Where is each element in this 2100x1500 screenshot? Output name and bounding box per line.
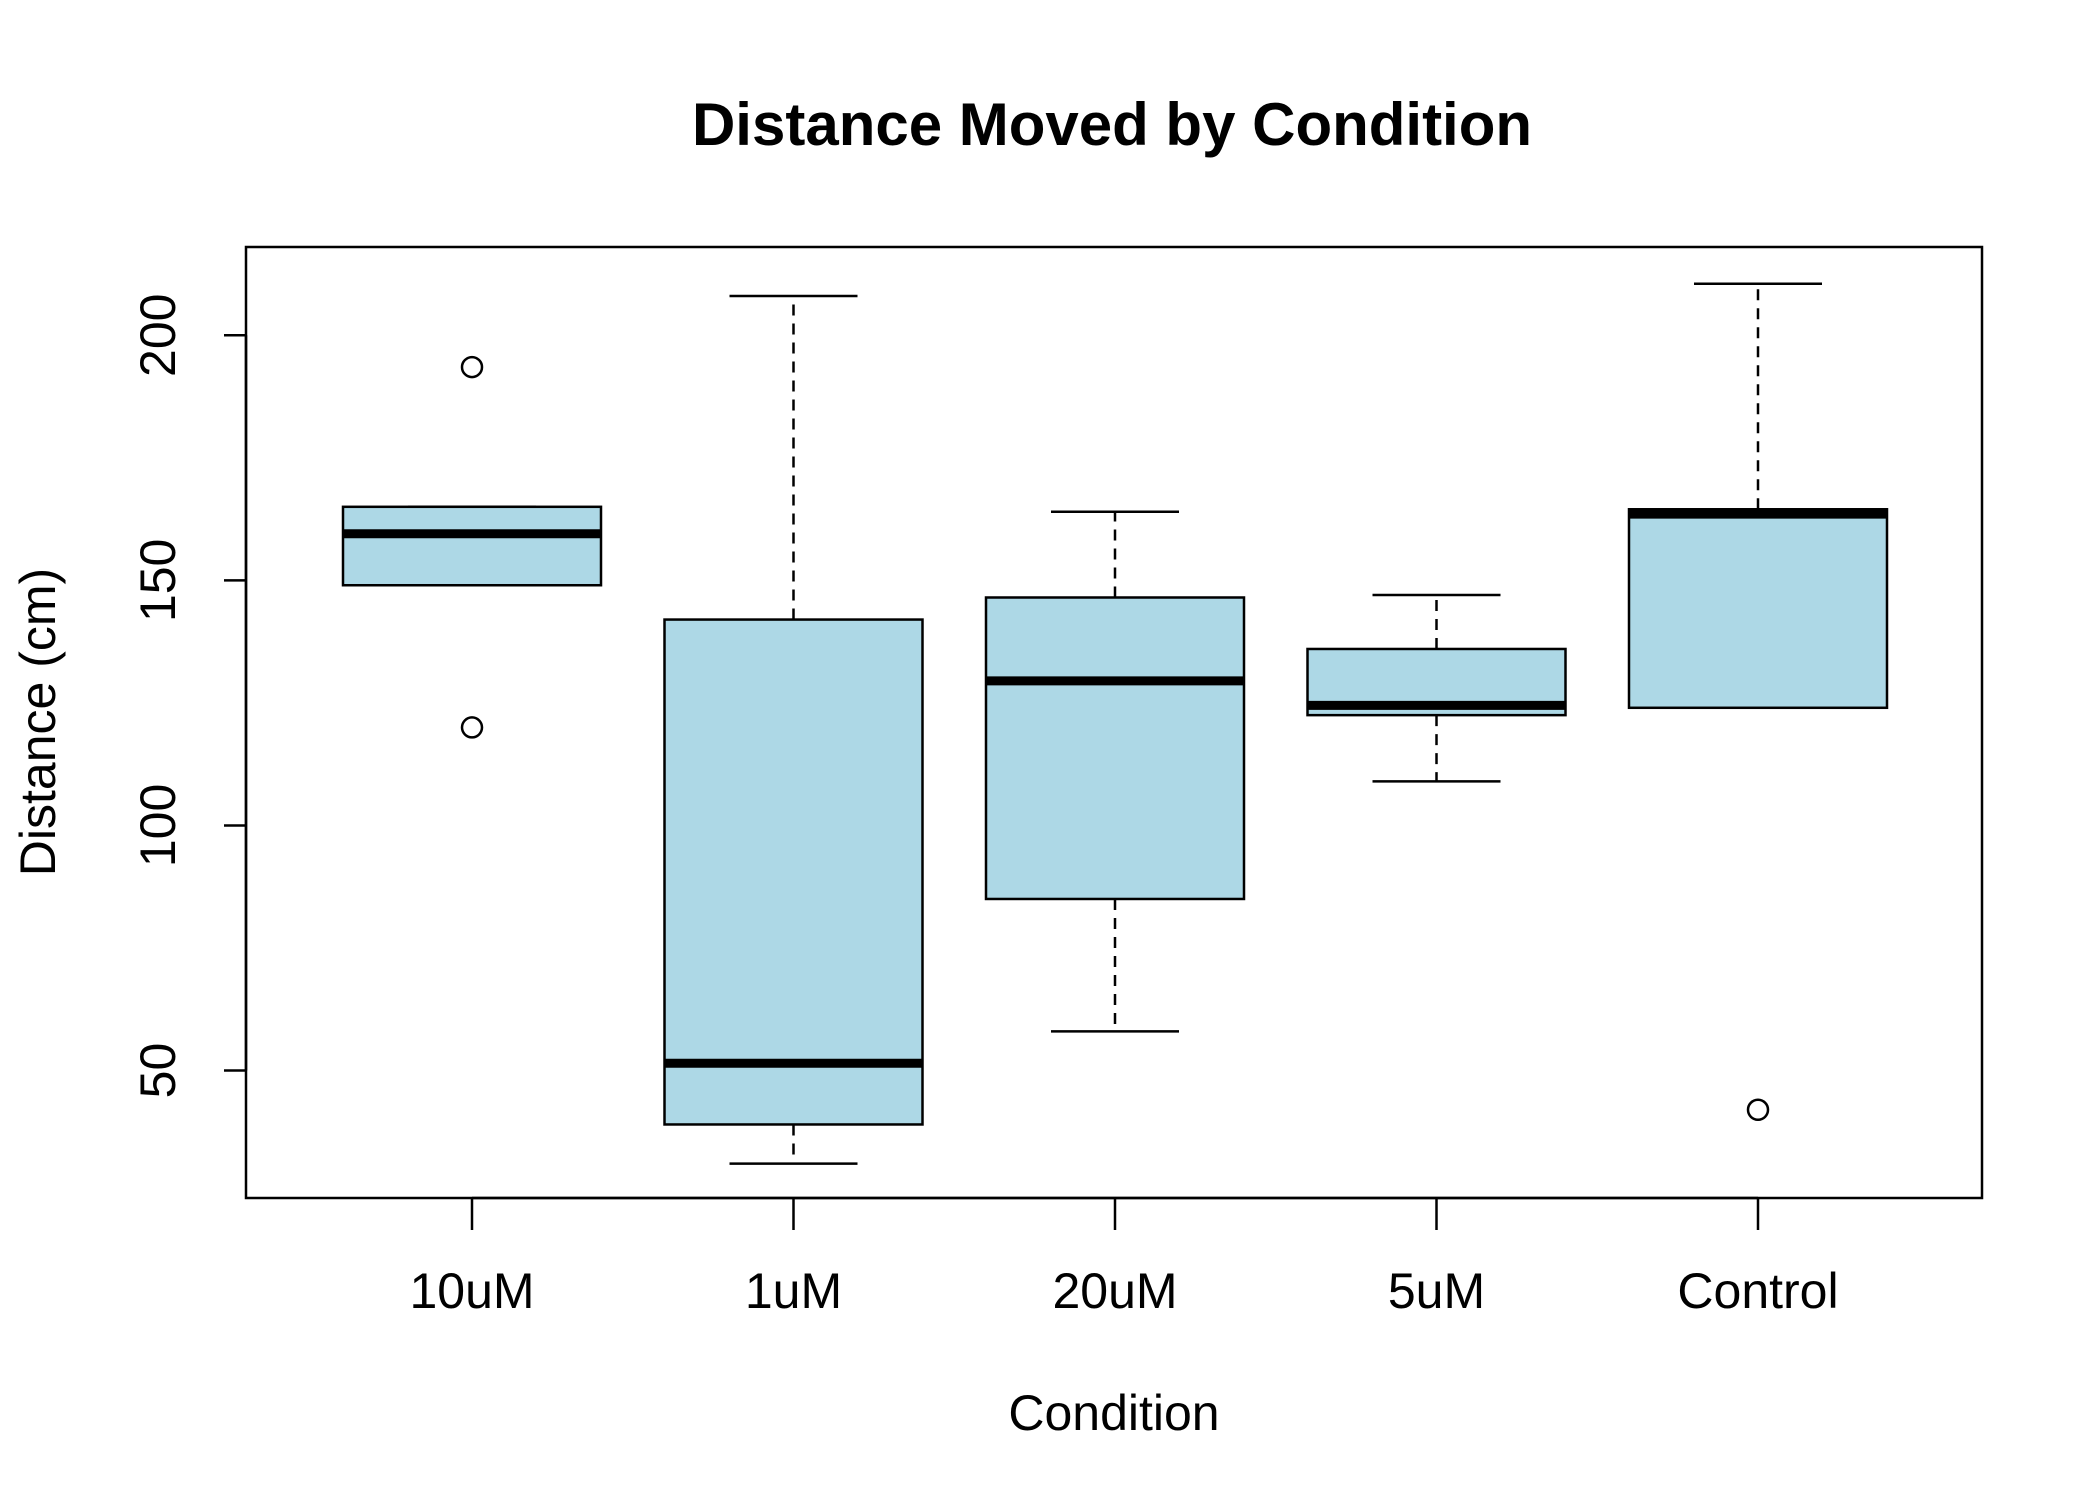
- y-axis: 50 100 150 200: [130, 294, 248, 1099]
- box-iqr: [984, 596, 1246, 901]
- y-tick-label: 50: [130, 1043, 186, 1099]
- y-axis-label: Distance (cm): [10, 568, 66, 876]
- box-iqr: [663, 618, 924, 1126]
- box-Control: [1627, 282, 1889, 1122]
- outlier-point: [1746, 1098, 1770, 1122]
- box-5uM: [1306, 593, 1567, 783]
- x-axis-label: Condition: [1008, 1385, 1219, 1441]
- box-iqr: [1627, 508, 1889, 710]
- y-tick-label: 150: [130, 539, 186, 622]
- x-tick-label: 10uM: [409, 1263, 534, 1319]
- x-tick-label: Control: [1677, 1263, 1838, 1319]
- chart-marks: [341, 282, 1889, 1165]
- box-iqr: [341, 505, 603, 587]
- chart-title: Distance Moved by Condition: [692, 91, 1532, 158]
- x-axis: 10uM 1uM 20uM 5uM Control: [409, 1196, 1839, 1319]
- box-1uM: [663, 294, 924, 1165]
- y-tick-label: 200: [130, 294, 186, 377]
- outlier-point: [460, 355, 484, 379]
- outlier-point: [460, 716, 484, 739]
- x-tick-label: 1uM: [745, 1263, 842, 1319]
- box-20uM: [984, 510, 1246, 1033]
- y-tick-label: 100: [130, 784, 186, 867]
- box-10uM: [341, 355, 603, 739]
- x-tick-label: 5uM: [1388, 1263, 1485, 1319]
- x-tick-label: 20uM: [1052, 1263, 1177, 1319]
